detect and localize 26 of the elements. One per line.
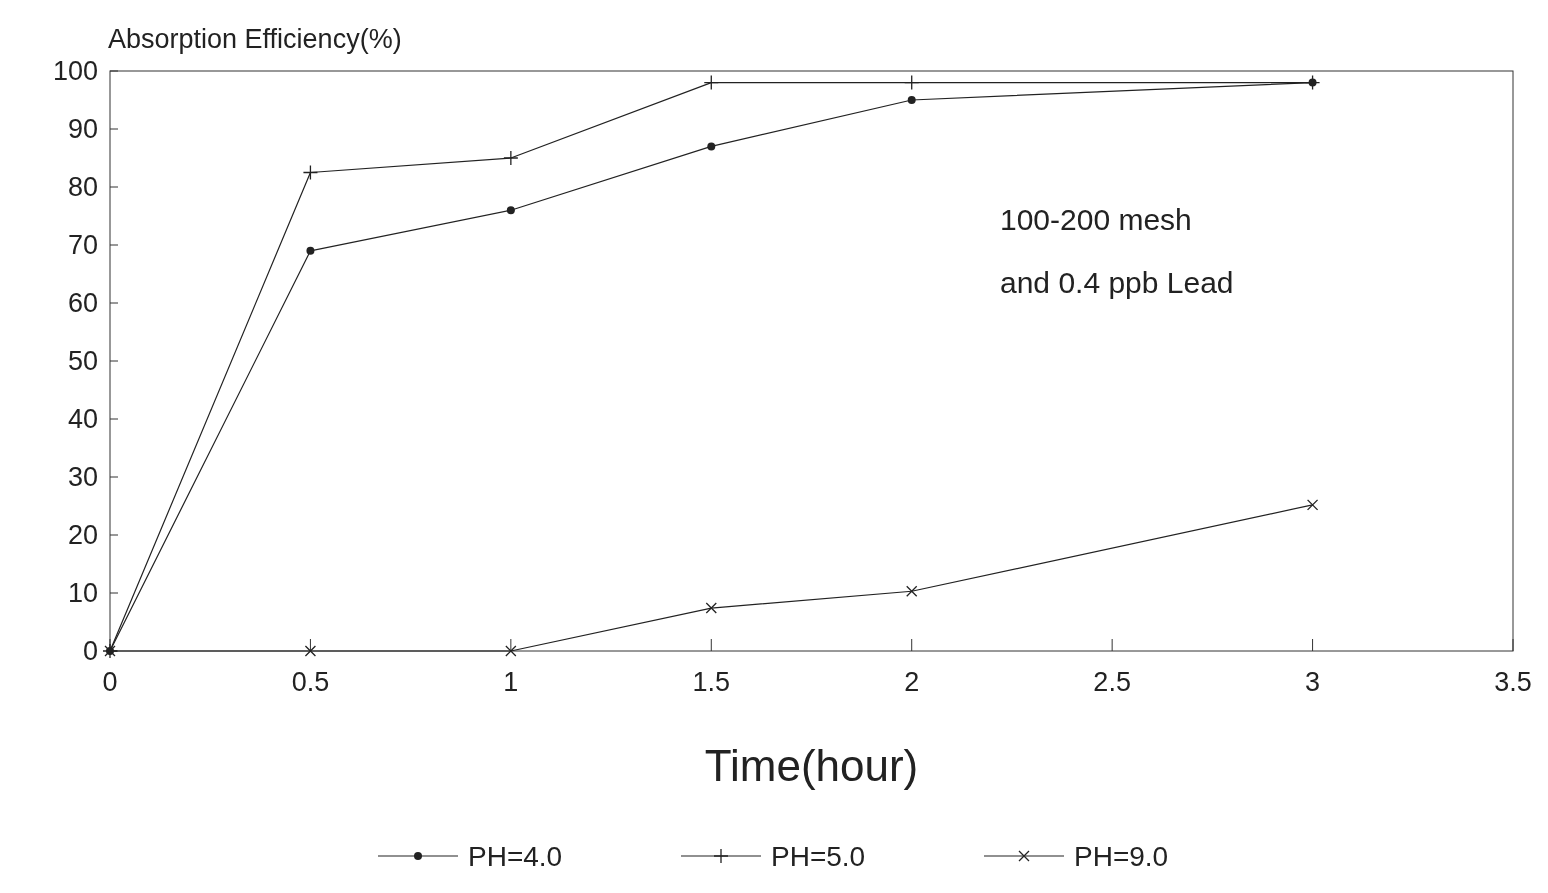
- y-tick-label: 60: [67, 288, 98, 319]
- legend-label: PH=5.0: [771, 841, 866, 872]
- y-tick-label: 70: [67, 230, 98, 261]
- x-axis-title: Time(hour): [704, 741, 919, 790]
- y-tick-label: 90: [67, 114, 98, 145]
- x-tick-label: 3: [1305, 667, 1321, 697]
- y-tick-label: 100: [52, 56, 98, 87]
- y-tick-label: 30: [67, 462, 98, 493]
- x-tick-label: 0.5: [291, 667, 330, 697]
- y-tick-label: 80: [67, 172, 98, 203]
- legend-label: PH=4.0: [468, 841, 563, 872]
- y-tick-label: 20: [67, 520, 98, 551]
- y-tick-label: 10: [67, 578, 98, 609]
- y-tick-label: 40: [67, 404, 98, 435]
- annotation: and 0.4 ppb Lead: [1000, 266, 1234, 299]
- x-tick-label: 2: [904, 667, 920, 697]
- y-axis-title: Absorption Efficiency(%): [108, 24, 402, 54]
- x-tick-label: 1: [503, 667, 519, 697]
- y-tick-label: 0: [82, 636, 98, 667]
- legend-label: PH=9.0: [1074, 841, 1169, 872]
- y-tick-label: 50: [67, 346, 98, 377]
- x-tick-label: 0: [102, 667, 118, 697]
- x-tick-label: 1.5: [692, 667, 731, 697]
- x-tick-label: 2.5: [1093, 667, 1131, 697]
- x-tick-label: 3.5: [1494, 667, 1532, 697]
- annotation: 100-200 mesh: [1000, 203, 1192, 236]
